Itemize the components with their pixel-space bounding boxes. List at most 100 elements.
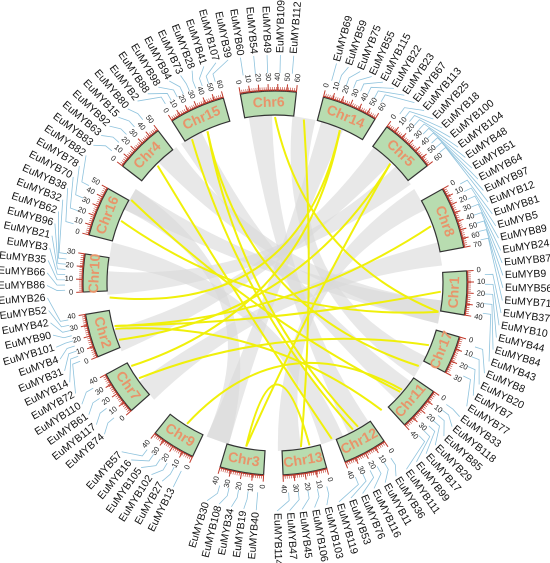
tick-label: 10 [432,403,444,415]
tick-mark [239,471,243,480]
minor-tick [220,94,222,99]
minor-tick [196,103,200,107]
minor-tick [106,381,111,384]
minor-tick [409,143,413,147]
minor-tick [316,470,319,475]
minor-tick [172,446,176,451]
minor-tick [389,125,393,130]
tick-label: 40 [210,475,221,486]
tick-mark [83,335,91,339]
minor-tick [176,113,180,117]
minor-tick [248,473,250,478]
minor-tick [368,450,371,455]
tick-label: 0 [258,484,267,489]
tick-label: 30 [81,195,92,207]
minor-tick [358,106,362,111]
minor-tick [322,468,325,473]
tick-mark [419,408,426,414]
tick-mark [76,265,84,268]
gene-connector [121,449,148,457]
minor-tick [144,136,148,140]
minor-tick [302,472,304,477]
gene-connector [480,237,503,301]
minor-tick [177,449,181,454]
tick-label: 50 [367,96,379,108]
gene-connector [467,195,499,239]
gene-connector [439,146,489,203]
minor-tick [185,108,189,113]
minor-tick [244,472,246,477]
minor-tick [236,471,239,476]
tick-mark [176,109,181,117]
tick-mark [465,303,473,306]
gene-connector [326,486,330,506]
gene-connector [58,211,67,260]
minor-tick [359,455,362,459]
gene-connector [49,247,66,276]
minor-tick [369,112,373,117]
gene-connector [205,62,217,84]
gene-label: EuMYB26 [0,292,46,307]
minor-tick [450,361,455,364]
tick-mark [322,90,326,98]
minor-tick [462,242,467,244]
gene-label: EuMYB112 [288,1,304,54]
minor-tick [232,470,235,475]
minor-tick [96,200,101,204]
tick-mark [293,474,296,482]
minor-tick [204,99,207,104]
gene-connector [345,71,361,86]
minor-tick [85,331,90,334]
tick-label: 20 [458,360,469,372]
gene-label: EuMYB114 [271,513,284,563]
minor-tick [423,158,427,162]
gene-connector [435,141,484,191]
minor-tick [152,129,156,134]
gene-connector [158,86,178,98]
synteny-ribbon [206,121,344,445]
minor-tick [458,340,463,343]
gene-connector [81,387,94,405]
tick-label: 40 [345,469,356,480]
tick-label: 10 [107,404,119,416]
gene-connector [141,458,161,468]
minor-tick [458,226,463,229]
minor-tick [224,468,227,473]
minor-tick [88,343,93,346]
link [114,225,432,327]
minor-tick [86,229,91,232]
minor-tick [432,392,436,396]
minor-tick [334,96,337,101]
tick-mark [123,153,130,159]
minor-tick [399,133,403,137]
tick-label: 30 [66,246,76,256]
minor-tick [451,357,456,360]
link [274,116,439,313]
minor-tick [113,391,117,394]
minor-tick [324,468,327,473]
tick-label: 30 [356,464,368,475]
tick-mark [125,410,132,416]
minor-tick [454,214,459,217]
minor-tick [453,210,458,213]
minor-tick [348,460,351,465]
tick-mark [137,138,144,145]
synteny-ribbon [139,242,443,400]
tick-label: 20 [100,395,112,407]
gene-connector [474,346,485,374]
minor-tick [100,193,105,196]
minor-tick [360,107,364,112]
tick-mark [414,146,421,152]
minor-tick [455,216,460,219]
tick-label: 0 [468,335,475,345]
gene-connector [406,435,426,470]
tick-label: 30 [452,372,464,384]
minor-tick [202,100,205,105]
chromosome-box [335,420,385,463]
tick-mark [354,457,359,465]
minor-tick [428,397,433,401]
tick-label: 0 [109,154,118,164]
gene-connector [338,66,349,84]
